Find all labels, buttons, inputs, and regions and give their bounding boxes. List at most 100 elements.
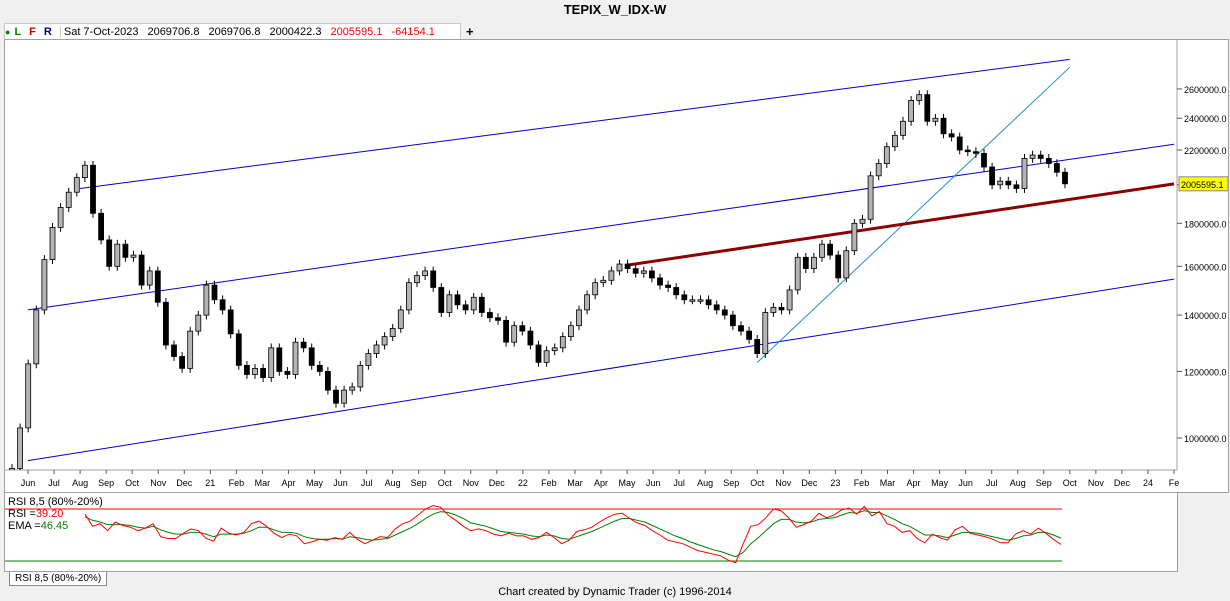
candle [138,254,145,286]
flag-l-button[interactable]: L [14,26,22,38]
time-tick-label: Apr [594,478,608,488]
candle [932,117,939,122]
time-tick-label: 24 [1143,478,1153,488]
time-tick-label: Oct [438,478,453,488]
time-tick-label: Aug [72,478,88,488]
candle [65,191,72,208]
candle [608,270,615,281]
candle [1037,154,1044,159]
candle [867,175,874,220]
candle [162,301,169,346]
candle [811,256,817,270]
candle [57,207,64,228]
candle [17,427,24,469]
candle [446,294,453,313]
ema-value: 46.45 [41,520,69,532]
time-tick-label: May [931,478,949,488]
price-tick-label: 1200000.0 [1184,367,1227,377]
time-tick-label: Aug [385,478,401,488]
candle [438,287,445,313]
candle [130,254,137,258]
time-tick-label: Nov [775,478,792,488]
candle [260,367,267,378]
rsi-tab[interactable]: RSI 8,5 (80%-20%) [9,572,108,586]
chart-title: TEPIX_W_IDX-W [563,2,667,17]
candle [1029,154,1036,159]
candle [9,468,15,470]
candle [535,344,542,363]
candle [770,306,777,313]
time-tick-label: Aug [697,478,713,488]
candle [203,284,210,316]
last-price-label: 2005595.1 [1181,180,1224,190]
channel-line-2 [80,58,1070,189]
candle [543,350,550,363]
candle [235,333,242,366]
candle [948,133,955,138]
time-tick-label: Oct [125,478,140,488]
candle [989,166,995,186]
candle [308,347,315,366]
flag-f-button[interactable]: F [29,26,36,38]
candle [794,256,801,291]
quote-close: 2005595.1 [330,26,383,38]
candle [964,149,971,153]
candle [211,284,218,301]
candle [1054,163,1060,173]
time-tick-label: Mar [255,478,271,488]
candle [1005,180,1012,186]
candle [1013,184,1020,189]
time-tick-label: Apr [907,478,921,488]
ema-label: EMA =46.45 [8,520,68,532]
time-tick-label: Jul [48,478,60,488]
candle [843,250,850,279]
candle [276,347,283,372]
candle [341,389,348,404]
time-tick-label: Feb [854,478,870,488]
price-chart-svg: 1000000.0 1200000.0 1400000.0 1600000.0 1800… [5,40,1229,488]
price-tick-label: 2400000.0 [1184,114,1227,124]
channel-line-1 [27,143,1175,311]
candle [300,341,307,349]
candle [187,330,194,369]
candle [576,309,582,327]
flag-r-button[interactable]: R [43,26,52,38]
candle [559,336,566,349]
candle [527,330,534,346]
candle [632,268,639,274]
candle [835,254,842,279]
add-icon[interactable]: + [466,24,474,39]
candle [721,309,728,316]
candle [365,353,372,366]
rsi-label: RSI =39.20 [8,508,63,520]
price-tick-label: 1600000.0 [1184,262,1227,272]
candle [414,275,420,284]
candle [657,277,663,286]
candle [179,356,186,369]
price-chart-panel[interactable]: 1000000.0 1200000.0 1400000.0 1600000.0 1800… [4,39,1229,493]
candle [778,306,785,311]
candle [713,304,720,311]
candle [503,319,510,343]
price-tick-label: 1800000.0 [1184,219,1227,229]
candle [462,304,469,311]
candle [381,336,388,346]
candle [640,270,647,274]
time-tick-label: Jun [646,478,661,488]
candle [470,296,477,311]
time-tick-label: Jul [673,478,685,488]
candle [324,371,331,391]
candle [25,363,32,429]
candle [195,314,202,332]
time-tick-label: Nov [463,478,480,488]
candle [90,164,96,214]
rsi-panel[interactable]: RSI 8,5 (80%-20%) RSI =39.20 EMA =46.45 [4,492,1178,572]
candle [316,364,323,372]
candle [1062,171,1068,185]
time-tick-label: Fe [1169,478,1180,488]
time-tick-label: Nov [1088,478,1105,488]
candle [973,151,979,154]
time-tick-label: Sep [1036,478,1052,488]
candle [551,347,558,352]
candle [908,100,914,122]
